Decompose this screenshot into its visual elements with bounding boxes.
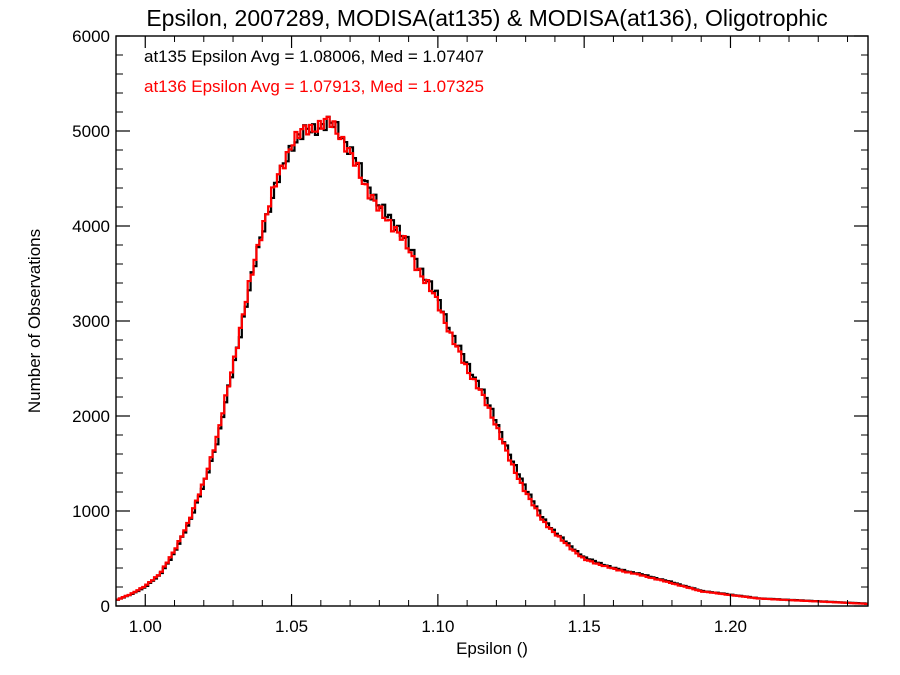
- y-tick-label: 4000: [72, 217, 110, 236]
- plot-frame: [115, 35, 869, 607]
- y-tick-label: 1000: [72, 502, 110, 521]
- legend-entry-at136: at136 Epsilon Avg = 1.07913, Med = 1.073…: [144, 77, 484, 96]
- legend-entry-at135: at135 Epsilon Avg = 1.08006, Med = 1.074…: [144, 47, 484, 66]
- x-tick-label: 1.05: [275, 617, 308, 636]
- axis-ticks: 1.00 1.05 1.10 1.15 1.20 0 1000 2000 3000 4000 500…: [72, 27, 868, 636]
- y-tick-label: 0: [101, 597, 110, 616]
- y-tick-label: 3000: [72, 312, 110, 331]
- y-axis-label: Number of Observations: [25, 229, 44, 413]
- x-tick-label: 1.20: [714, 617, 747, 636]
- series-at135-line: [116, 115, 868, 605]
- x-tick-label: 1.00: [129, 617, 162, 636]
- series-at136-line: [116, 115, 868, 605]
- y-tick-label: 6000: [72, 27, 110, 46]
- x-tick-label: 1.10: [421, 617, 454, 636]
- y-tick-label: 2000: [72, 407, 110, 426]
- y-tick-label: 5000: [72, 122, 110, 141]
- plot-area: [116, 115, 868, 605]
- chart-title: Epsilon, 2007289, MODISA(at135) & MODISA…: [146, 5, 827, 31]
- x-axis-label: Epsilon (): [456, 639, 528, 658]
- x-tick-label: 1.15: [568, 617, 601, 636]
